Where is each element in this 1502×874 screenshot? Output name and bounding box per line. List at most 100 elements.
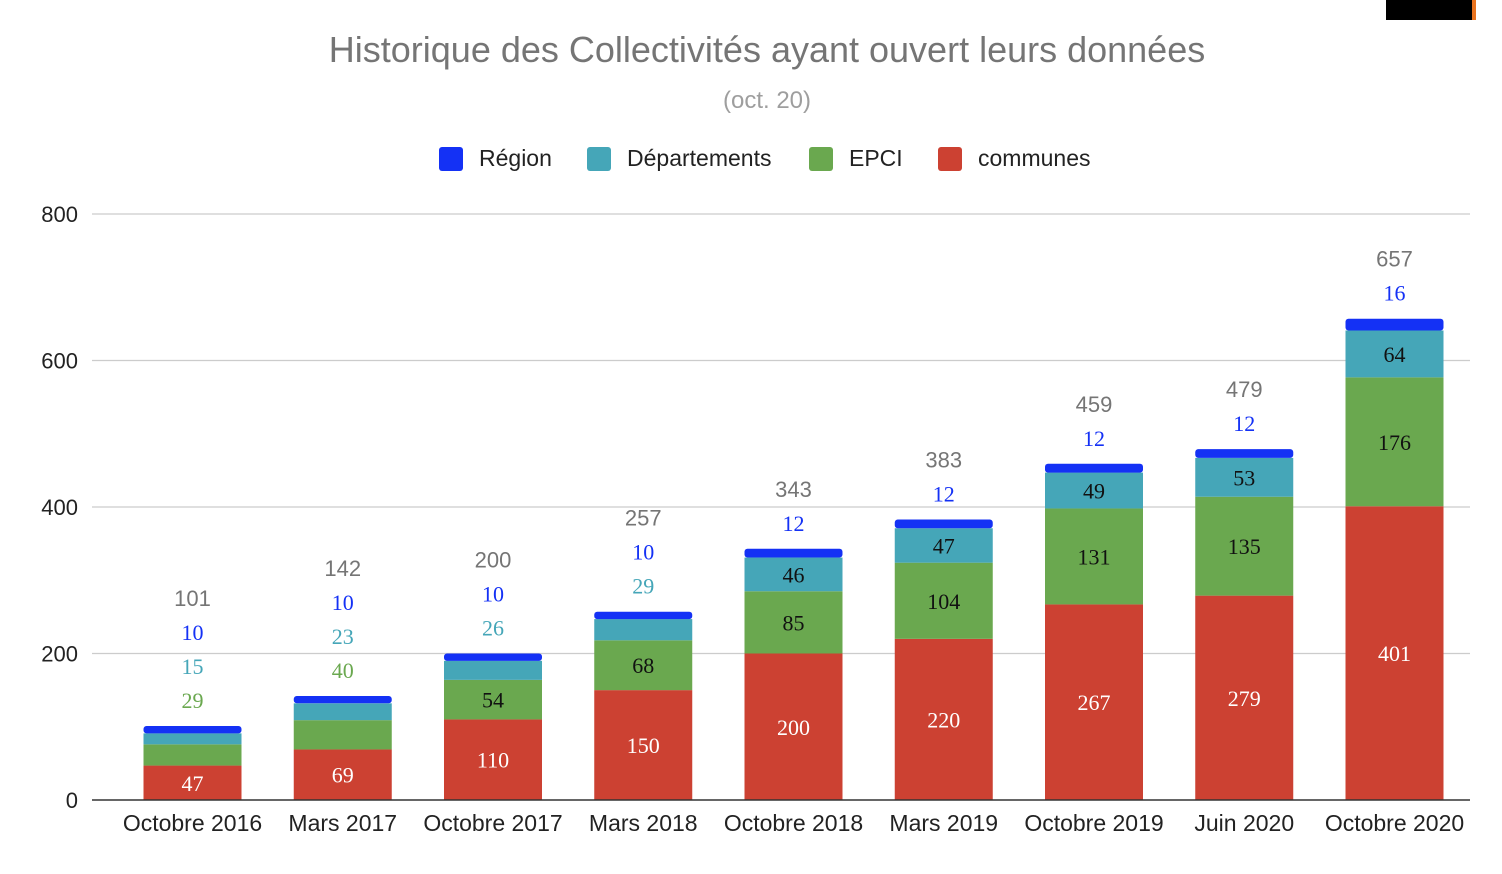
bar-stack: 69 40 23 10 142 — [293, 556, 392, 800]
x-tick-label: Octobre 2017 — [423, 810, 562, 836]
bar-stack: 150 68 29 10 257 — [594, 506, 693, 800]
bar-value-label: 68 — [632, 653, 654, 678]
bar-stack: 401 176 64 16 657 — [1345, 247, 1444, 800]
bar-value-label: 53 — [1233, 465, 1255, 490]
chart-subtitle: (oct. 20) — [723, 87, 811, 114]
bar-segment — [1345, 377, 1444, 507]
bar-value-label: 64 — [1384, 342, 1406, 367]
bar-segment — [594, 690, 693, 800]
x-tick-label: Mars 2019 — [889, 810, 998, 836]
bar-value-label: 220 — [927, 707, 960, 732]
bar-segment — [894, 519, 993, 529]
bar-segment — [444, 679, 542, 720]
bar-value-label: 131 — [1078, 544, 1111, 569]
bar-segment — [1045, 472, 1143, 509]
bar-segment — [894, 638, 993, 800]
bar-value-label: 47 — [933, 533, 955, 558]
bar-value-label: 85 — [783, 610, 805, 635]
bar-value-label: 26 — [482, 616, 504, 641]
bar-value-label: 16 — [1384, 281, 1406, 306]
bar-segment — [1195, 449, 1294, 458]
chart-legend: Région Départements EPCI communes — [439, 145, 1090, 171]
bar-value-label: 40 — [332, 658, 354, 683]
bar-value-label: 12 — [933, 481, 955, 506]
legend-item: EPCI — [809, 145, 903, 171]
x-tick-label: Octobre 2019 — [1024, 810, 1163, 836]
bar-segment — [1045, 604, 1143, 800]
bar-segment — [1045, 508, 1143, 605]
bar-segment — [1345, 318, 1444, 331]
bar-segment — [744, 557, 843, 592]
bar-total-label: 343 — [775, 477, 812, 502]
bar-segment — [594, 619, 693, 641]
bar-total-label: 479 — [1226, 377, 1263, 402]
bar-segment — [444, 660, 542, 680]
bar-value-label: 29 — [632, 574, 654, 599]
bar-stack: 47 29 15 10 101 — [143, 586, 242, 800]
legend-item: communes — [938, 145, 1090, 171]
bar-segment — [143, 726, 242, 734]
bar-value-label: 10 — [482, 582, 504, 607]
legend-label: EPCI — [849, 145, 903, 171]
y-tick-label: 400 — [41, 495, 78, 520]
bar-segment — [594, 611, 693, 620]
legend-swatch — [439, 147, 463, 171]
legend-label: Région — [479, 145, 552, 171]
bar-total-label: 142 — [324, 556, 361, 581]
bar-segment — [1195, 595, 1294, 800]
bar-value-label: 279 — [1228, 686, 1261, 711]
y-tick-label: 600 — [41, 349, 78, 374]
bar-value-label: 15 — [182, 654, 204, 679]
x-axis: Octobre 2016 Mars 2017 Octobre 2017 Mars 20… — [123, 810, 1464, 836]
bar-value-label: 12 — [1233, 411, 1255, 436]
bar-segment — [594, 640, 693, 691]
bar-stack: 220 104 47 12 383 — [894, 447, 993, 800]
legend-swatch — [938, 147, 962, 171]
bar-segment — [1195, 496, 1294, 596]
bar-value-label: 176 — [1378, 430, 1411, 455]
bar-segment — [744, 548, 843, 558]
y-tick-label: 0 — [66, 788, 78, 813]
bar-stack: 200 85 46 12 343 — [744, 477, 843, 800]
bar-value-label: 10 — [182, 620, 204, 645]
bar-value-label: 150 — [627, 733, 660, 758]
x-tick-label: Octobre 2016 — [123, 810, 262, 836]
bar-value-label: 29 — [182, 688, 204, 713]
x-tick-label: Mars 2018 — [589, 810, 698, 836]
bar-segment — [744, 591, 843, 654]
bar-value-label: 10 — [332, 590, 354, 615]
bar-value-label: 12 — [1083, 426, 1105, 451]
bar-segment — [293, 703, 392, 721]
bar-segment — [444, 719, 542, 800]
bar-segment — [894, 562, 993, 639]
corner-badge-edge — [1472, 0, 1476, 20]
x-tick-label: Mars 2017 — [288, 810, 397, 836]
legend-swatch — [809, 147, 833, 171]
chart-title: Historique des Collectivités ayant ouver… — [329, 29, 1205, 70]
bar-segment — [1195, 457, 1294, 497]
bar-total-label: 459 — [1076, 392, 1113, 417]
bar-value-label: 401 — [1378, 641, 1411, 666]
legend-label: communes — [978, 145, 1090, 171]
bar-value-label: 46 — [783, 562, 805, 587]
y-axis: 0 200 400 600 800 — [41, 202, 78, 813]
bar-value-label: 10 — [632, 540, 654, 565]
bar-segment — [744, 653, 843, 800]
x-tick-label: Octobre 2018 — [724, 810, 863, 836]
bar-segment — [1345, 506, 1444, 800]
bar-segment — [293, 749, 392, 800]
bar-value-label: 69 — [332, 763, 354, 788]
bar-stack: 279 135 53 12 479 — [1195, 377, 1294, 800]
y-tick-label: 800 — [41, 202, 78, 227]
bar-total-label: 101 — [174, 586, 211, 611]
bar-value-label: 104 — [927, 589, 960, 614]
bar-stack: 110 54 26 10 200 — [444, 548, 542, 800]
bar-segment — [293, 720, 392, 750]
bar-value-label: 12 — [783, 511, 805, 536]
bar-segment — [444, 653, 542, 661]
legend-swatch — [587, 147, 611, 171]
bar-segment — [143, 744, 242, 766]
bar-segment — [293, 695, 392, 704]
bar-segment — [894, 528, 993, 563]
